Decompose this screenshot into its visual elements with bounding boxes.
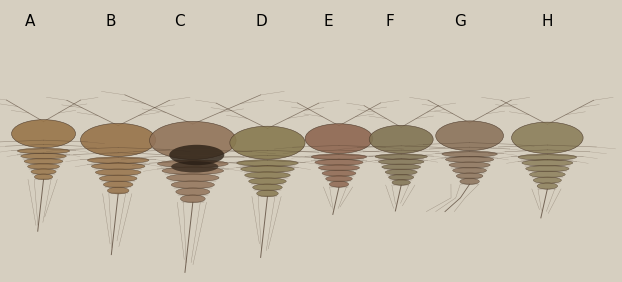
Ellipse shape	[326, 176, 352, 182]
Ellipse shape	[329, 181, 349, 187]
Ellipse shape	[457, 173, 483, 179]
Ellipse shape	[87, 157, 149, 164]
Ellipse shape	[518, 154, 577, 160]
Ellipse shape	[100, 175, 137, 182]
Ellipse shape	[375, 154, 427, 159]
Ellipse shape	[12, 120, 75, 148]
Ellipse shape	[537, 183, 557, 189]
Ellipse shape	[241, 166, 294, 172]
Ellipse shape	[318, 165, 360, 171]
Text: F: F	[386, 14, 394, 29]
Ellipse shape	[249, 178, 286, 185]
Ellipse shape	[382, 164, 420, 170]
Ellipse shape	[257, 190, 278, 197]
Ellipse shape	[24, 158, 63, 164]
Ellipse shape	[103, 181, 133, 188]
Ellipse shape	[253, 184, 282, 191]
Ellipse shape	[80, 124, 156, 156]
Ellipse shape	[171, 181, 215, 189]
Ellipse shape	[91, 163, 145, 169]
Ellipse shape	[149, 122, 236, 159]
Ellipse shape	[34, 174, 53, 180]
Ellipse shape	[378, 159, 424, 165]
Ellipse shape	[460, 179, 480, 184]
Ellipse shape	[445, 157, 494, 162]
Ellipse shape	[305, 124, 373, 153]
Text: E: E	[323, 14, 333, 29]
Ellipse shape	[392, 180, 411, 185]
Ellipse shape	[311, 154, 367, 160]
Ellipse shape	[95, 169, 141, 176]
Ellipse shape	[108, 187, 129, 194]
Ellipse shape	[17, 148, 70, 154]
Ellipse shape	[453, 168, 486, 173]
Text: A: A	[25, 14, 35, 29]
Ellipse shape	[171, 161, 218, 173]
Ellipse shape	[526, 166, 569, 172]
Ellipse shape	[157, 160, 228, 168]
Ellipse shape	[389, 175, 414, 180]
Ellipse shape	[512, 122, 583, 153]
Ellipse shape	[176, 188, 210, 196]
Ellipse shape	[385, 169, 417, 175]
Ellipse shape	[21, 153, 67, 159]
Ellipse shape	[369, 125, 433, 153]
Ellipse shape	[449, 162, 490, 168]
Ellipse shape	[244, 172, 290, 179]
Ellipse shape	[169, 145, 225, 165]
Ellipse shape	[529, 171, 565, 178]
Ellipse shape	[315, 159, 363, 165]
Ellipse shape	[533, 177, 562, 183]
Ellipse shape	[442, 151, 498, 157]
Ellipse shape	[27, 164, 60, 169]
Text: G: G	[454, 14, 466, 29]
Ellipse shape	[522, 160, 573, 166]
Text: C: C	[174, 14, 185, 29]
Ellipse shape	[322, 170, 356, 176]
Ellipse shape	[436, 121, 503, 151]
Ellipse shape	[162, 167, 224, 175]
Ellipse shape	[230, 126, 305, 159]
Ellipse shape	[167, 174, 219, 182]
Text: D: D	[255, 14, 267, 29]
Ellipse shape	[180, 195, 205, 202]
Ellipse shape	[236, 160, 298, 166]
Ellipse shape	[31, 169, 56, 175]
Text: H: H	[541, 14, 552, 29]
Text: B: B	[106, 14, 116, 29]
